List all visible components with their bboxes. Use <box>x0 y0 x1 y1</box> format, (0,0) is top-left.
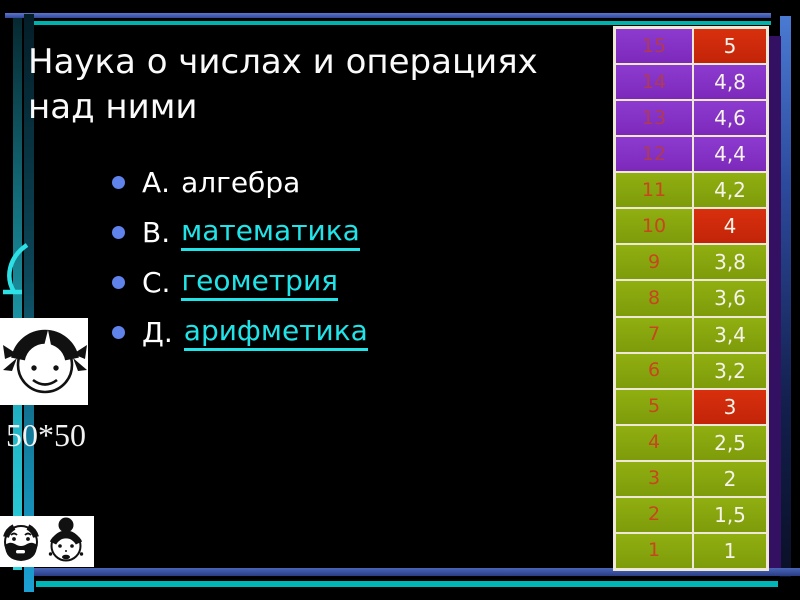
option-letter: С. <box>142 265 171 299</box>
note-50x50: 50*50 <box>6 417 86 453</box>
right-blue-bar <box>780 16 791 577</box>
left-stripe-blue <box>24 14 34 592</box>
score-cell-value: 4,8 <box>694 65 766 100</box>
score-cell-number: 5 <box>616 389 692 424</box>
score-cell-value: 3,8 <box>694 245 766 280</box>
score-cell-number: 3 <box>616 461 692 496</box>
score-cell-value: 2,5 <box>694 425 766 460</box>
score-cell-value: 3,6 <box>694 281 766 316</box>
score-cell-value: 3,4 <box>694 317 766 352</box>
score-cell-value: 4 <box>694 209 766 244</box>
option-letter: В. <box>142 215 171 249</box>
score-table: 15 5 14 4,8 13 4,6 12 4,4 11 4,2 10 4 9 3,8 8 3,6 7 3,4 6 3… <box>613 26 769 571</box>
option-letter: А. <box>142 165 171 199</box>
score-cell-number: 6 <box>616 353 692 388</box>
option-item: С. геометрия <box>112 257 368 307</box>
score-cell-number: 2 <box>616 497 692 532</box>
bullet-icon <box>112 275 125 289</box>
score-cell-number: 11 <box>616 173 692 208</box>
cyan-crescent-mark <box>3 243 29 295</box>
score-cell-value: 4,4 <box>694 137 766 172</box>
score-cell-number: 9 <box>616 245 692 280</box>
top-blue-line <box>5 13 771 18</box>
score-cell-number: 14 <box>616 65 692 100</box>
option-hyperlink[interactable]: математика <box>181 214 360 251</box>
score-cell-value: 2 <box>694 461 766 496</box>
bottom-blue-line <box>33 568 800 576</box>
score-cell-number: 7 <box>616 317 692 352</box>
score-cell-number: 8 <box>616 281 692 316</box>
girl-face-image <box>0 318 88 405</box>
grandparents-image <box>0 516 94 567</box>
option-item: Д. арифметика <box>112 307 368 357</box>
score-cell-number: 12 <box>616 137 692 172</box>
score-cell-number: 4 <box>616 425 692 460</box>
score-cell-value: 3 <box>694 389 766 424</box>
option-letter: Д. <box>142 315 173 349</box>
bottom-teal-line <box>36 581 778 587</box>
score-cell-value: 4,2 <box>694 173 766 208</box>
score-cell-value: 5 <box>694 29 766 64</box>
option-item: А. алгебра <box>112 157 368 207</box>
score-cell-value: 4,6 <box>694 101 766 136</box>
score-cell-number: 1 <box>616 533 692 568</box>
bullet-icon <box>112 175 125 189</box>
score-cell-number: 10 <box>616 209 692 244</box>
answer-options-list: А. алгебра В. математика С. геометрия Д. арифме… <box>112 157 368 357</box>
option-hyperlink[interactable]: геометрия <box>181 264 338 301</box>
bullet-icon <box>112 325 125 339</box>
top-teal-line <box>25 21 771 25</box>
score-cell-value: 1,5 <box>694 497 766 532</box>
score-table-shadow <box>769 36 781 569</box>
girl-face-icon <box>3 329 87 394</box>
option-item: В. математика <box>112 207 368 257</box>
score-cell-value: 3,2 <box>694 353 766 388</box>
page-title: Наука о числах и операциях над ними <box>28 42 538 127</box>
score-cell-number: 13 <box>616 101 692 136</box>
bullet-icon <box>112 225 125 239</box>
option-hyperlink[interactable]: арифметика <box>183 314 368 351</box>
score-cell-value: 1 <box>694 533 766 568</box>
grandparents-faces-icon <box>3 517 84 562</box>
option-text: алгебра <box>181 165 301 199</box>
score-cell-number: 15 <box>616 29 692 64</box>
